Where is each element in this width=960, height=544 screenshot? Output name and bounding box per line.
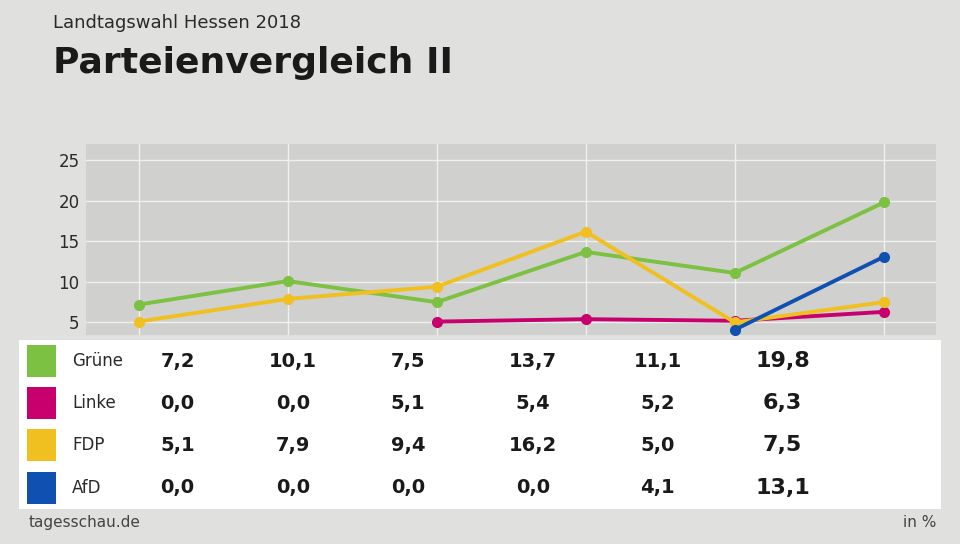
Text: 16,2: 16,2 [509, 436, 557, 455]
Text: 0,0: 0,0 [160, 478, 195, 497]
Text: tagesschau.de: tagesschau.de [29, 515, 141, 530]
Text: 7,9: 7,9 [276, 436, 310, 455]
Text: 7,5: 7,5 [763, 435, 802, 455]
Text: 5,1: 5,1 [160, 436, 195, 455]
Text: 0,0: 0,0 [516, 478, 550, 497]
Text: 19,8: 19,8 [755, 351, 810, 371]
Text: 10,1: 10,1 [269, 351, 317, 370]
Text: 9,4: 9,4 [391, 436, 425, 455]
Text: 5,2: 5,2 [640, 394, 675, 413]
Text: 11,1: 11,1 [634, 351, 682, 370]
Text: 5,1: 5,1 [391, 394, 425, 413]
Text: Linke: Linke [72, 394, 116, 412]
Text: 0,0: 0,0 [276, 478, 310, 497]
Text: 7,2: 7,2 [160, 351, 195, 370]
Text: 7,5: 7,5 [391, 351, 425, 370]
Text: AfD: AfD [72, 479, 102, 497]
Text: 4,1: 4,1 [640, 478, 675, 497]
Text: 13,7: 13,7 [509, 351, 557, 370]
Text: Grüne: Grüne [72, 352, 123, 370]
Text: 0,0: 0,0 [391, 478, 425, 497]
Text: 13,1: 13,1 [755, 478, 810, 498]
Text: Parteienvergleich II: Parteienvergleich II [53, 46, 453, 81]
Text: 0,0: 0,0 [160, 394, 195, 413]
Text: 6,3: 6,3 [763, 393, 802, 413]
Text: Landtagswahl Hessen 2018: Landtagswahl Hessen 2018 [53, 14, 300, 32]
Text: FDP: FDP [72, 436, 105, 454]
Text: 5,4: 5,4 [516, 394, 550, 413]
Text: 0,0: 0,0 [276, 394, 310, 413]
Text: in %: in % [902, 515, 936, 530]
Text: 5,0: 5,0 [640, 436, 675, 455]
